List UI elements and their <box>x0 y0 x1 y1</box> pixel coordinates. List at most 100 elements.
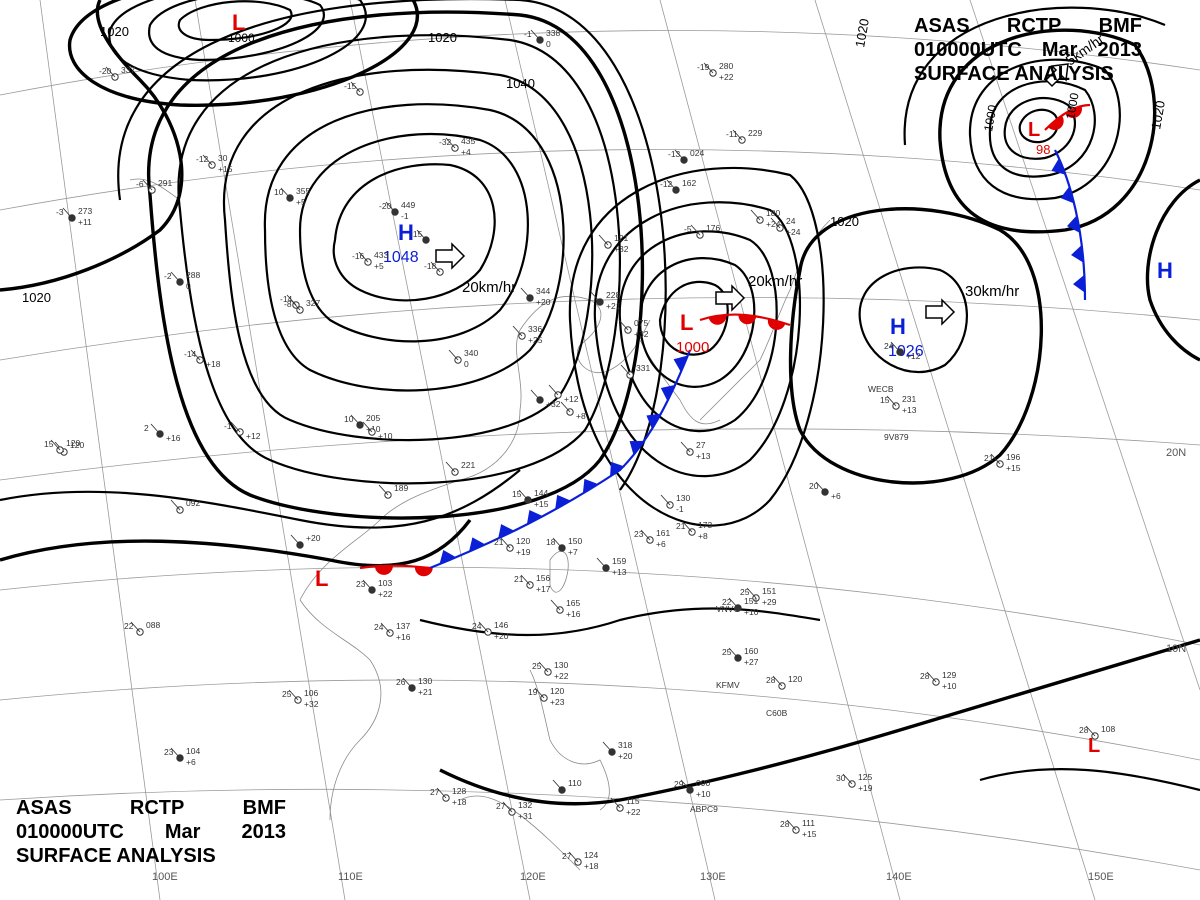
warm-front-barb <box>414 566 433 577</box>
station-plot: 24 137+16 <box>374 621 411 642</box>
low-value-98: 98 <box>1036 142 1050 157</box>
station-value-tr: 355 <box>296 186 310 196</box>
station-plot: 318+20 <box>602 740 633 761</box>
station-plot: -14 +18 <box>184 349 221 369</box>
station-value-br: +16 <box>566 609 581 619</box>
longitude-label: 110E <box>338 871 363 883</box>
wind-barb <box>520 574 531 586</box>
station-value-tr: 336 <box>528 324 542 334</box>
ship-label: KFMV <box>716 680 740 690</box>
isobar-ring-l-center-5 <box>568 166 825 527</box>
station-plot: -8 327 <box>284 298 320 314</box>
station-value-tl: 15 <box>512 489 522 499</box>
station-plot: 28 108 <box>1079 724 1115 740</box>
station-value-br: +27 <box>744 657 759 667</box>
low-center-1000: L <box>680 310 693 335</box>
station-value-br: +32 <box>304 699 319 709</box>
isobar-label: 1020 <box>1148 99 1168 130</box>
station-plot: 221 <box>445 460 475 476</box>
station-value-tr: 129 <box>942 670 956 680</box>
warm-front-barb <box>374 565 393 575</box>
station-value-tr: 205 <box>366 413 380 423</box>
parallel-10n <box>0 566 1200 646</box>
header-line-3: SURFACE ANALYSIS <box>914 63 1114 85</box>
station-value-br: 0 <box>464 359 469 369</box>
station-value-tl: 28 <box>920 671 930 681</box>
station-plot: 10 355+5 <box>274 186 310 207</box>
station-plot: 189 <box>378 483 408 499</box>
station-value-tl: 27 <box>430 787 440 797</box>
station-value-tl: -8 <box>284 299 292 309</box>
warm-front-barb <box>708 314 727 325</box>
station-value-tl: 23 <box>634 529 644 539</box>
station-value-br: +15 <box>1006 463 1021 473</box>
station-value-br: +31 <box>518 811 533 821</box>
station-plot: +12 <box>548 384 579 404</box>
station-value-tr: 120 <box>516 536 530 546</box>
station-plot: 28 129+10 <box>920 670 957 691</box>
station-value-tr: 124 <box>584 850 598 860</box>
station-value-tl: 15 <box>44 439 54 449</box>
station-value-tl: -11 <box>726 129 738 139</box>
cold-front-barb <box>610 461 626 477</box>
station-plot: 27 128+18 <box>430 786 467 807</box>
station-value-tl: -1 <box>524 29 532 39</box>
wind-barb <box>842 773 853 785</box>
header-line-1: ASAS RCTP BMF <box>16 796 286 820</box>
station-value-tl: 23 <box>164 747 174 757</box>
station-value-tr: 231 <box>902 394 916 404</box>
wind-barb <box>445 137 456 149</box>
wind-barb <box>890 341 901 353</box>
station-value-br: +6 <box>656 539 666 549</box>
station-value-tr: 24 <box>786 216 796 226</box>
wind-barb <box>520 287 531 299</box>
station-value-tr: 435 <box>461 136 475 146</box>
station-plot: -20 449-1 <box>379 200 415 221</box>
isobar-label: 1020 <box>428 30 457 45</box>
station-value-tr: 173 <box>698 520 712 530</box>
station-plot: 29 090+10 <box>674 778 711 799</box>
station-value-tr: 30 <box>218 153 228 163</box>
station-value-br: +16 <box>166 433 181 443</box>
station-value-br: +15 <box>534 499 549 509</box>
station-value-tl: -13 <box>668 149 681 159</box>
station-value-tl: -1 <box>224 421 232 431</box>
station-value-br: +32 <box>614 244 629 254</box>
parallel-20n <box>0 428 1200 481</box>
wind-barb <box>518 489 529 501</box>
station-value-tl: 18 <box>546 537 556 547</box>
wind-barb <box>280 187 291 199</box>
low-center-top: L <box>232 10 245 35</box>
wind-barb <box>448 349 459 361</box>
station-value-br: +12 <box>564 394 579 404</box>
latitude-label: 10N <box>1166 643 1186 655</box>
station-value-br: +8 <box>698 531 708 541</box>
station-value-tr: 075 <box>634 318 648 328</box>
station-plot: -5 176 <box>684 223 720 239</box>
station-value-tl: 15 <box>880 395 890 405</box>
wind-barb <box>732 129 743 141</box>
wind-barb <box>568 851 579 863</box>
wind-barb <box>926 671 937 683</box>
header-product: ASAS <box>16 797 72 819</box>
cold-front-barb <box>1066 215 1081 233</box>
grid-labels: 100E 110E 120E 130E 140E 150E 20N 10N <box>152 447 1186 883</box>
movement-label-h1048: 20km/hr <box>462 279 516 296</box>
station-value-tr: 344 <box>536 286 550 296</box>
station-value-tl: -3 <box>56 207 64 217</box>
longitude-label: 120E <box>520 871 546 883</box>
wind-barb <box>530 29 541 41</box>
isobar-ring-lne-2 <box>1003 96 1076 160</box>
isobar-label: 1000 <box>981 103 999 132</box>
station-value-tr: 146 <box>494 620 508 630</box>
header-time: 010000UTC <box>914 39 1022 61</box>
isobar-south-1 <box>0 469 521 529</box>
station-value-tr: 318 <box>618 740 632 750</box>
movement-arrows <box>435 63 1069 326</box>
latitude-label: 20N <box>1166 447 1186 459</box>
cold-front-barb <box>526 509 543 525</box>
wind-barb <box>380 622 391 634</box>
